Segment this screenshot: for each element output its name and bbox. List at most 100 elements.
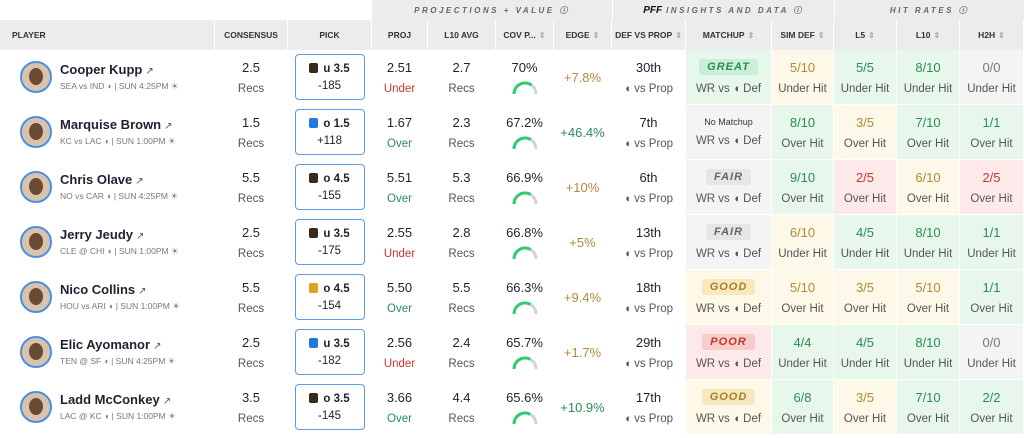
pick-button[interactable]: o 4.5 -154 [294,274,365,320]
player-name[interactable]: Marquise Brown [60,117,162,132]
def-label: vs Prop [634,82,674,95]
player-name[interactable]: Cooper Kupp [60,62,143,77]
hit-rate-cell: 1/1 Over Hit [960,105,1024,160]
column-header[interactable]: SIM DEF ⇕ [772,20,834,50]
hit-label: Over Hit [843,192,887,205]
sort-icon[interactable]: ⇕ [592,30,600,40]
coverage-gauge [511,301,537,314]
sort-icon[interactable]: ⇕ [868,30,875,40]
def-vs-prop-cell: 13th ◖ vs Prop [612,215,686,270]
pick-button[interactable]: o 3.5 -145 [294,384,365,430]
weather-sun-icon: ☀ [170,246,179,256]
column-header[interactable]: CONSENSUS [215,20,288,50]
stat-unit: Recs [448,412,475,425]
sort-icon[interactable]: ⇕ [817,30,825,40]
external-link-icon[interactable]: ↗ [145,66,154,77]
coverage-cell: 66.8% [496,215,554,270]
pick-line: o 3.5 [323,392,350,405]
external-link-icon[interactable]: ↗ [153,341,162,352]
coverage-probability: 66.3% [506,279,543,295]
hit-rate-cell: 5/10 Over Hit [897,270,960,325]
column-header[interactable]: PLAYER [0,20,215,50]
pick-button[interactable]: u 3.5 -185 [294,54,365,100]
external-link-icon[interactable]: ↗ [164,121,173,132]
sort-icon[interactable]: ⇕ [747,30,755,40]
matchup-def: Def [743,83,762,95]
column-header[interactable]: EDGE ⇕ [554,20,612,50]
pick-button[interactable]: o 1.5 +118 [294,109,365,155]
hit-label: Under Hit [903,82,953,95]
pick-button[interactable]: u 3.5 -182 [294,329,365,375]
projection: 1.67 [386,114,413,130]
hit-rate: 8/10 [789,114,816,130]
def-vs-prop-cell: 18th ◖ vs Prop [612,270,686,325]
column-header[interactable]: L10 AVG [428,20,496,50]
sort-icon[interactable]: ⇕ [538,30,546,40]
player-name[interactable]: Nico Collins [60,282,136,297]
player-name[interactable]: Chris Olave [60,172,133,187]
proj-cell: 3.66 Over [372,380,428,435]
column-header[interactable]: H2H ⇕ [960,20,1024,50]
header-label: H2H [978,30,996,40]
external-link-icon[interactable]: ↗ [138,286,147,297]
hit-rate-cell: 5/10 Under Hit [772,50,834,105]
def-label: vs Prop [634,302,674,315]
player-cell: Elic Ayomanor ↗ TEN @ SF ◖ | SUN 4:25PM ☀ [0,325,215,380]
proj-cell: 2.55 Under [372,215,428,270]
opponent-logo-icon: ◖ [733,135,740,147]
l10-average: 5.5 [452,279,471,295]
hit-rate: 8/10 [915,59,941,75]
coverage-probability: 67.2% [506,114,543,130]
hit-rate: 0/0 [982,334,1001,350]
hit-label: Over Hit [906,137,950,150]
sort-icon[interactable]: ⇕ [675,30,682,40]
sort-icon[interactable]: ⇕ [933,30,941,40]
external-link-icon[interactable]: ↗ [135,176,144,187]
team-logo-icon: ◖ [108,301,114,311]
column-header[interactable]: MATCHUP ⇕ [686,20,772,50]
coverage-gauge [512,136,537,149]
team-logo-icon: ◖ [103,136,110,146]
player-name[interactable]: Elic Ayomanor [60,337,151,352]
coverage-gauge [511,81,537,94]
external-link-icon[interactable]: ↗ [162,396,172,407]
column-header[interactable]: PROJ [372,20,428,50]
hit-rate-cell: 4/5 Under Hit [834,325,897,380]
column-header[interactable]: DEF VS PROP ⇕ [612,20,686,50]
header-label: COV P... [503,30,536,40]
player-name[interactable]: Jerry Jeudy [60,227,133,242]
l10-average: 2.7 [452,59,471,75]
player-name[interactable]: Ladd McConkey [60,392,160,407]
consensus-line: 1.5 [241,114,261,130]
pick-odds: -155 [317,189,342,202]
consensus-cell: 5.5 Recs [215,270,288,325]
matchup-label: WR vs [695,135,730,147]
matchup-cell: GOOD WR vs ◖ Def [686,380,772,435]
opponent-logo-icon: ◖ [623,137,631,150]
group-pff: PFF INSIGHTS AND DATA ⓘ [612,0,834,20]
projection: 2.56 [386,334,413,350]
stat-unit: Recs [237,192,265,205]
projection: 3.66 [386,389,413,405]
team-logo-icon: ◖ [106,246,113,256]
sort-icon[interactable]: ⇕ [998,30,1005,40]
pick-button[interactable]: u 3.5 -175 [294,219,365,265]
l10-avg-cell: 5.5 Recs [428,270,496,325]
avatar [20,116,52,148]
header-label: L10 [915,30,931,40]
pick-button[interactable]: o 4.5 -155 [294,164,365,210]
column-header[interactable]: L10 ⇕ [897,20,960,50]
column-header[interactable]: L5 ⇕ [834,20,897,50]
column-header[interactable]: COV P... ⇕ [496,20,554,50]
proj-cell: 1.67 Over [372,105,428,160]
stat-unit: Recs [448,302,475,315]
def-label: vs Prop [634,412,674,425]
consensus-line: 2.5 [241,224,261,240]
column-header[interactable]: PICK [288,20,372,50]
team-logo-icon: ◖ [106,81,112,91]
edge-cell: +10.9% [554,380,612,435]
player-cell: Cooper Kupp ↗ SEA vs IND ◖ | SUN 4:25PM ☀ [0,50,215,105]
edge-value: +10.9% [560,399,605,415]
avatar [20,61,52,93]
external-link-icon[interactable]: ↗ [136,231,145,242]
